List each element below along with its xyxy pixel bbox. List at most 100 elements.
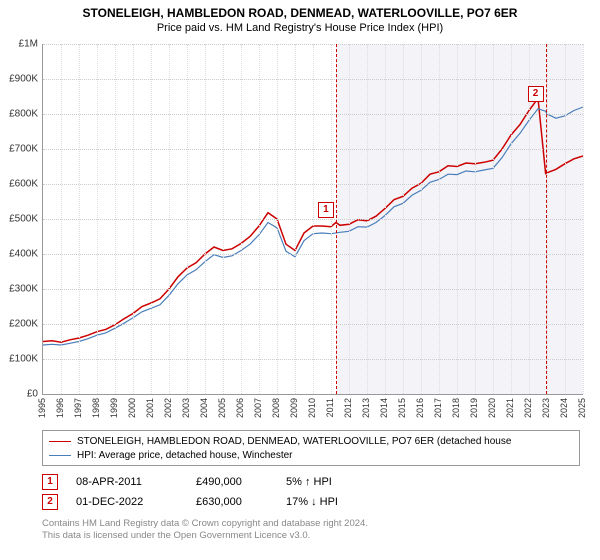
x-axis-tick-label: 2018	[451, 398, 461, 418]
legend-label: HPI: Average price, detached house, Winc…	[77, 450, 293, 461]
x-axis-tick-label: 2004	[199, 398, 209, 418]
x-axis-tick-label: 2001	[145, 398, 155, 418]
grid-line-v	[241, 44, 242, 394]
sale-price: £490,000	[196, 476, 286, 488]
y-axis-tick-label: £1M	[19, 39, 38, 50]
chart-subtitle: Price paid vs. HM Land Registry's House …	[0, 22, 600, 34]
grid-line-v	[565, 44, 566, 394]
x-axis-tick-label: 1995	[37, 398, 47, 418]
grid-line-v	[133, 44, 134, 394]
x-axis-tick-label: 2016	[415, 398, 425, 418]
sale-marker-line	[336, 44, 337, 394]
grid-line-v	[259, 44, 260, 394]
sale-hpi-delta: 17% ↓ HPI	[286, 496, 338, 508]
x-axis-tick-label: 2000	[127, 398, 137, 418]
x-axis-tick-label: 2006	[235, 398, 245, 418]
grid-line-v	[511, 44, 512, 394]
x-axis-tick-label: 2010	[307, 398, 317, 418]
sale-row: 1 08-APR-2011£490,0005% ↑ HPI	[42, 472, 582, 492]
plot-region: 12	[42, 44, 583, 395]
legend-swatch	[49, 455, 71, 456]
grid-line-v	[223, 44, 224, 394]
grid-line-v	[205, 44, 206, 394]
y-axis-tick-label: £600K	[9, 179, 38, 190]
grid-line-v	[583, 44, 584, 394]
grid-line-v	[493, 44, 494, 394]
grid-line-v	[187, 44, 188, 394]
sale-hpi-delta: 5% ↑ HPI	[286, 476, 332, 488]
grid-line-v	[115, 44, 116, 394]
x-axis-tick-label: 2017	[433, 398, 443, 418]
x-axis-tick-label: 2020	[487, 398, 497, 418]
sale-marker-line	[546, 44, 547, 394]
sale-row-badge: 2	[42, 494, 58, 510]
sale-date: 08-APR-2011	[76, 476, 196, 488]
x-axis-tick-label: 2015	[397, 398, 407, 418]
grid-line-v	[385, 44, 386, 394]
sale-row: 2 01-DEC-2022£630,00017% ↓ HPI	[42, 492, 582, 512]
x-axis-tick-label: 2002	[163, 398, 173, 418]
grid-line-v	[403, 44, 404, 394]
sale-marker-badge: 2	[528, 86, 544, 102]
y-axis-tick-label: £500K	[9, 214, 38, 225]
sale-price: £630,000	[196, 496, 286, 508]
chart-title: STONELEIGH, HAMBLEDON ROAD, DENMEAD, WAT…	[0, 6, 600, 20]
x-axis-tick-label: 2005	[217, 398, 227, 418]
x-axis-tick-label: 2012	[343, 398, 353, 418]
chart-area: 12 £0£100K£200K£300K£400K£500K£600K£700K…	[42, 44, 582, 394]
x-axis-tick-label: 2007	[253, 398, 263, 418]
legend-row: STONELEIGH, HAMBLEDON ROAD, DENMEAD, WAT…	[49, 434, 573, 448]
x-axis-tick-label: 2003	[181, 398, 191, 418]
x-axis-tick-label: 2024	[559, 398, 569, 418]
footer-attribution: Contains HM Land Registry data © Crown c…	[42, 518, 368, 543]
grid-line-v	[313, 44, 314, 394]
chart-container: STONELEIGH, HAMBLEDON ROAD, DENMEAD, WAT…	[0, 0, 600, 560]
grid-line-v	[439, 44, 440, 394]
y-axis-tick-label: £400K	[9, 249, 38, 260]
y-axis-tick-label: £300K	[9, 284, 38, 295]
grid-line-v	[79, 44, 80, 394]
sale-date: 01-DEC-2022	[76, 496, 196, 508]
x-axis-tick-label: 2019	[469, 398, 479, 418]
legend-label: STONELEIGH, HAMBLEDON ROAD, DENMEAD, WAT…	[77, 436, 511, 447]
x-axis-tick-label: 2021	[505, 398, 515, 418]
sales-table: 1 08-APR-2011£490,0005% ↑ HPI 2 01-DEC-2022…	[42, 472, 582, 512]
x-axis-tick-label: 1999	[109, 398, 119, 418]
x-axis-tick-label: 2009	[289, 398, 299, 418]
grid-line-v	[295, 44, 296, 394]
grid-line-v	[277, 44, 278, 394]
grid-line-v	[97, 44, 98, 394]
title-block: STONELEIGH, HAMBLEDON ROAD, DENMEAD, WAT…	[0, 0, 600, 34]
y-axis-tick-label: £900K	[9, 74, 38, 85]
grid-line-v	[475, 44, 476, 394]
footer-line-2: This data is licensed under the Open Gov…	[42, 530, 368, 542]
grid-line-v	[547, 44, 548, 394]
grid-line-v	[169, 44, 170, 394]
x-axis-tick-label: 2025	[577, 398, 587, 418]
sale-marker-badge: 1	[318, 202, 334, 218]
grid-line-v	[367, 44, 368, 394]
x-axis-tick-label: 2008	[271, 398, 281, 418]
x-axis-tick-label: 2011	[325, 398, 335, 417]
y-axis-tick-label: £200K	[9, 319, 38, 330]
grid-line-v	[61, 44, 62, 394]
y-axis-tick-label: £800K	[9, 109, 38, 120]
legend-swatch	[49, 441, 71, 442]
y-axis-tick-label: £700K	[9, 144, 38, 155]
y-axis-tick-label: £100K	[9, 354, 38, 365]
x-axis-tick-label: 2014	[379, 398, 389, 418]
grid-line-v	[349, 44, 350, 394]
x-axis-tick-label: 1996	[55, 398, 65, 418]
x-axis-tick-label: 1998	[91, 398, 101, 418]
x-axis-tick-label: 2023	[541, 398, 551, 418]
x-axis-tick-label: 2022	[523, 398, 533, 418]
legend-row: HPI: Average price, detached house, Winc…	[49, 448, 573, 462]
legend-box: STONELEIGH, HAMBLEDON ROAD, DENMEAD, WAT…	[42, 430, 580, 466]
grid-line-v	[457, 44, 458, 394]
footer-line-1: Contains HM Land Registry data © Crown c…	[42, 518, 368, 530]
x-axis-tick-label: 1997	[73, 398, 83, 418]
grid-line-v	[151, 44, 152, 394]
sale-row-badge: 1	[42, 474, 58, 490]
grid-line-v	[331, 44, 332, 394]
x-axis-tick-label: 2013	[361, 398, 371, 418]
